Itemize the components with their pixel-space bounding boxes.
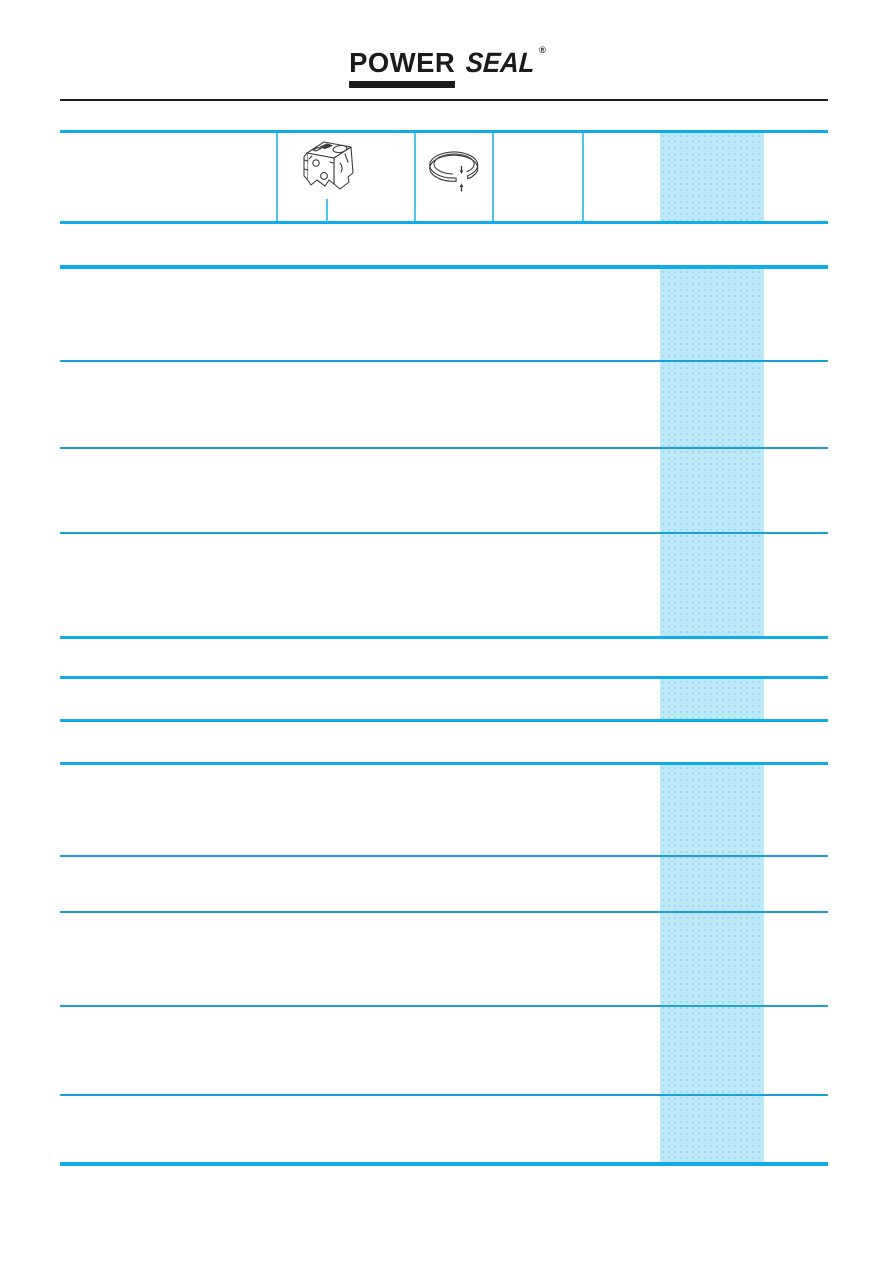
header-cell-piston-ring: [416, 133, 490, 221]
registered-trademark-symbol: ®: [539, 45, 546, 55]
header-cell-7: [764, 133, 828, 221]
highlight-column-band: [660, 765, 764, 1162]
row-divider: [60, 855, 828, 857]
header-divider: [492, 133, 494, 221]
header-divider: [414, 133, 416, 221]
highlight-column-band: [660, 269, 764, 636]
row-divider: [60, 360, 828, 362]
highlight-column-band: [660, 679, 764, 719]
header-cell-highlight: [660, 133, 764, 221]
section-border: [60, 719, 828, 722]
section-border: [60, 676, 828, 679]
logo-text-seal: SEAL: [465, 47, 537, 78]
header-cell-description: [60, 133, 276, 221]
header-icon-pointer-tick: [326, 199, 328, 222]
row-divider: [60, 447, 828, 449]
header-cell-4: [494, 133, 582, 221]
section-border: [60, 265, 828, 269]
row-divider: [60, 1094, 828, 1096]
header-cell-engine-block: [278, 133, 414, 221]
header-bottom-border: [60, 221, 828, 224]
section-border: [60, 636, 828, 639]
logo-divider-rule: [60, 99, 828, 101]
row-divider: [60, 1005, 828, 1007]
logo-text-power: POWER: [349, 47, 456, 88]
header-divider: [582, 133, 584, 221]
header-top-border: [60, 130, 828, 133]
piston-ring-icon: [423, 145, 483, 195]
brand-logo: POWER SEAL ®: [0, 45, 893, 88]
section-border: [60, 762, 828, 765]
header-cell-5: [584, 133, 660, 221]
engine-block-icon: [296, 136, 360, 198]
highlight-column-band: [660, 133, 764, 221]
row-divider: [60, 532, 828, 534]
row-divider: [60, 911, 828, 913]
header-divider: [276, 133, 278, 221]
table-bottom-border: [60, 1162, 828, 1166]
